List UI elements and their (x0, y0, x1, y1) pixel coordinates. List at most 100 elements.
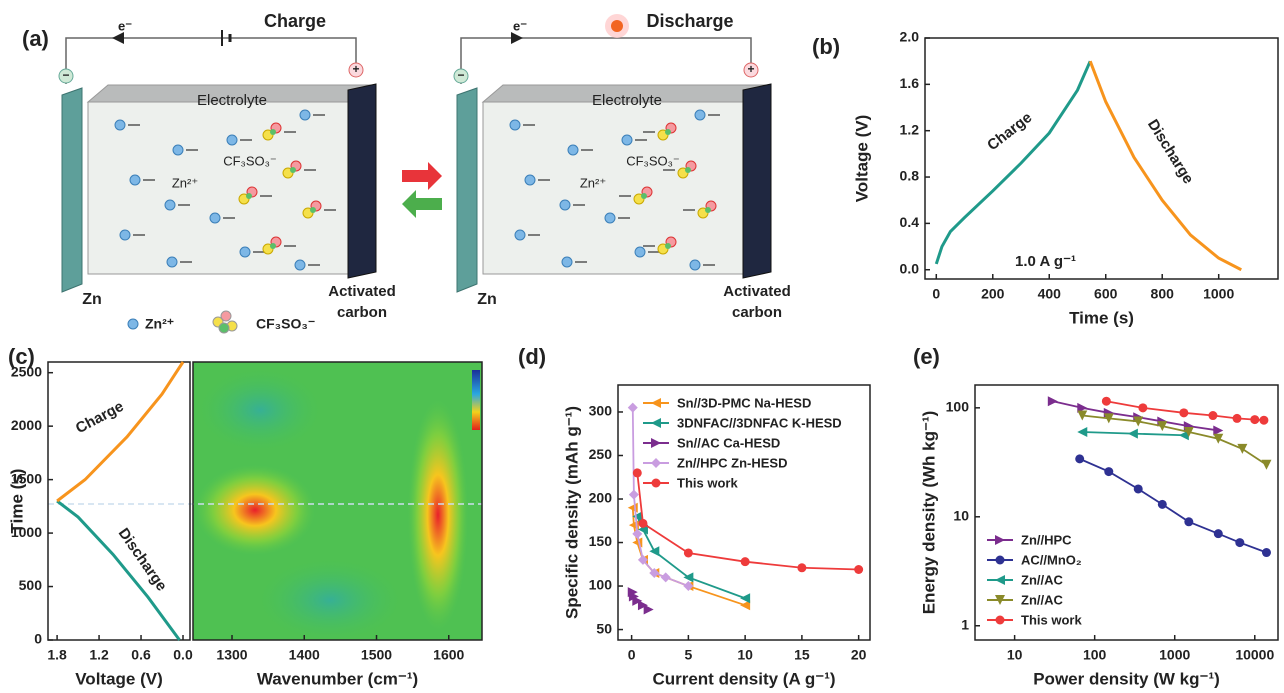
x-tick-label: 1600 (433, 647, 464, 663)
x-tick-label: 200 (981, 286, 1005, 302)
y-tick-label: 100 (946, 399, 970, 415)
x-tick-label: 0 (628, 647, 636, 663)
minus-sign: − (457, 68, 464, 82)
anion-atom (665, 243, 671, 249)
legend-label: Zn//AC (1021, 572, 1063, 587)
y-tick-label: 2000 (11, 417, 42, 433)
marker (628, 489, 639, 500)
marker (649, 546, 660, 557)
minus-sign: − (62, 68, 69, 82)
x-tick-label: 400 (1038, 286, 1062, 302)
zinc-ion (621, 134, 633, 146)
marker (1261, 548, 1271, 558)
zinc-ion (294, 259, 306, 271)
anion-label: CF₃SO₃⁻ (626, 153, 680, 168)
electron-label: e⁻ (118, 18, 132, 33)
y-tick-label: 150 (589, 533, 613, 549)
series-label: Discharge (1144, 116, 1197, 187)
x-axis-label: Power density (W kg⁻¹) (1033, 669, 1220, 688)
zinc-ion (509, 119, 521, 131)
zinc-ion (209, 212, 221, 224)
colorbar (472, 370, 480, 430)
marker (1208, 411, 1218, 421)
series-label: Discharge (115, 525, 171, 594)
plot-frame (192, 361, 483, 641)
marker (1237, 443, 1248, 454)
y-tick-label: 0.0 (900, 260, 920, 276)
y-tick-label: 2.0 (900, 29, 920, 45)
series-line (934, 60, 1092, 265)
series-line (1082, 414, 1267, 466)
legend-label: Zn//AC (1021, 592, 1063, 607)
x-tick-label: 1.8 (47, 647, 67, 663)
panel-label: (e) (913, 344, 940, 369)
marker (1250, 415, 1260, 425)
legend-label: This work (1021, 612, 1082, 627)
anion-atom (270, 243, 276, 249)
y-tick-label: 2500 (11, 363, 42, 379)
panel-label: (a) (22, 26, 49, 51)
x-tick-label: 1400 (289, 647, 320, 663)
marker (740, 557, 750, 567)
plus-terminal (348, 62, 364, 78)
reverse-arrow (402, 190, 442, 218)
y-tick-label: 0.8 (900, 168, 920, 184)
cathode-label: Activated (723, 283, 791, 300)
plot-frame (924, 37, 1279, 280)
marker (1184, 517, 1194, 527)
legend-label: This work (677, 475, 738, 490)
marker (632, 468, 642, 478)
legend-marker (995, 535, 1005, 545)
electrolyte-label: Electrolyte (197, 92, 267, 109)
marker (638, 518, 648, 528)
anion-atom (685, 167, 691, 173)
zinc-ion (114, 119, 126, 131)
electron-arrow (112, 32, 124, 44)
x-tick-label: 1300 (216, 647, 247, 663)
minus-terminal (453, 68, 469, 84)
marker (683, 548, 693, 558)
x-tick-label: 0.6 (131, 647, 151, 663)
y-tick-label: 200 (589, 490, 613, 506)
cell-title: Discharge (646, 11, 733, 31)
marker (1157, 421, 1168, 432)
x-tick-label: 1500 (361, 647, 392, 663)
wire (460, 37, 752, 84)
zinc-ion (119, 229, 131, 241)
marker (1213, 433, 1224, 444)
zinc-ion (226, 134, 238, 146)
y-tick-label: 0 (34, 631, 42, 647)
zinc-ion (166, 256, 178, 268)
marker (683, 572, 694, 583)
marker (1047, 396, 1058, 407)
marker (1101, 396, 1111, 406)
minus-terminal (58, 68, 74, 84)
cathode-label: Activated (328, 283, 396, 300)
electrolyte-label: Electrolyte (592, 92, 662, 109)
x-tick-label: 0 (932, 286, 940, 302)
x-tick-label: 10000 (1235, 647, 1274, 663)
panel-label: (d) (518, 344, 546, 369)
anion-label: CF₃SO₃⁻ (223, 153, 277, 168)
legend-label: AC//MnO₂ (1021, 552, 1082, 567)
lamp (611, 20, 623, 32)
zinc-ion (299, 109, 311, 121)
ion-label: Zn²⁺ (580, 175, 606, 190)
marker (660, 572, 671, 583)
x-tick-label: 5 (684, 647, 692, 663)
heatmap-peak (195, 465, 315, 555)
marker (1133, 416, 1144, 427)
legend-label: Zn//HPC (1021, 532, 1072, 547)
anion-atom (641, 193, 647, 199)
x-tick-label: 10 (737, 647, 753, 663)
marker (1213, 425, 1224, 436)
marker (797, 563, 807, 573)
zinc-ion (604, 212, 616, 224)
marker (1133, 484, 1143, 494)
y-tick-label: 100 (589, 577, 613, 593)
anode-plate (456, 87, 478, 293)
legend-label: Zn//HPC Zn-HESD (677, 455, 788, 470)
marker (1077, 410, 1088, 421)
anion-atom (310, 207, 316, 213)
